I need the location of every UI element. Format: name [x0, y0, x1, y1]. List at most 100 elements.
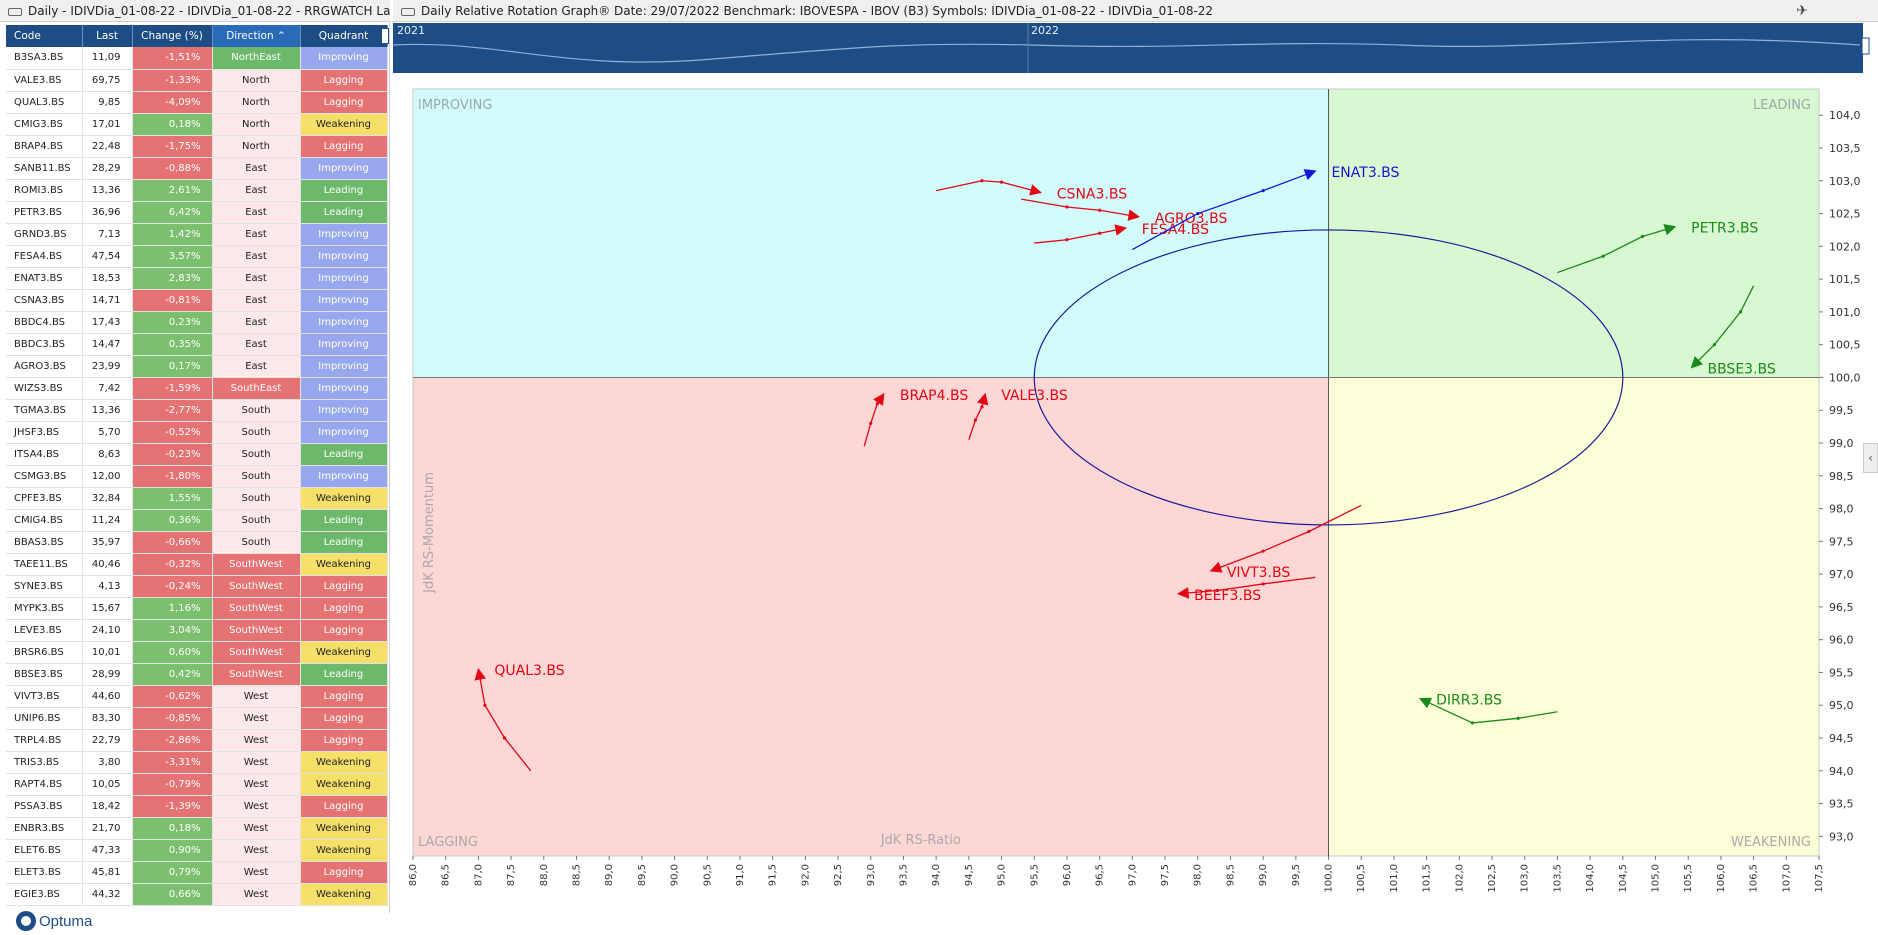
side-panel-toggle[interactable]: ‹	[1863, 443, 1878, 473]
pin-icon[interactable]: ✈	[1796, 3, 1808, 19]
y-tick-label: 102,0	[1829, 240, 1861, 253]
table-row[interactable]: BBDC4.BS 17,43 0,23% East Improving	[6, 311, 388, 334]
tail-point	[1601, 254, 1605, 258]
tail-qual3-bs[interactable]	[474, 668, 532, 772]
cell-direction: East	[212, 223, 301, 246]
table-row[interactable]: VIVT3.BS 44,60 -0,62% West Lagging	[6, 685, 388, 708]
table-row[interactable]: CMIG3.BS 17,01 0,18% North Weakening	[6, 113, 388, 136]
cell-direction: East	[212, 267, 301, 290]
tail-vivt3-bs[interactable]	[1209, 504, 1362, 573]
table-row[interactable]: QUAL3.BS 9,85 -4,09% North Lagging	[6, 91, 388, 114]
tail-point	[1215, 588, 1219, 593]
column-chooser-button[interactable]	[381, 28, 389, 44]
table-row[interactable]: TRIS3.BS 3,80 -3,31% West Weakening	[6, 751, 388, 774]
table-row[interactable]: ELET3.BS 45,81 0,79% West Lagging	[6, 861, 388, 884]
table-row[interactable]: FESA4.BS 47,54 3,57% East Improving	[6, 245, 388, 268]
cell-last: 10,05	[82, 773, 133, 796]
table-row[interactable]: CPFE3.BS 32,84 1,55% South Weakening	[6, 487, 388, 510]
table-row[interactable]: TRPL4.BS 22,79 -2,86% West Lagging	[6, 729, 388, 752]
tail-label[interactable]: BRAP4.BS	[900, 388, 969, 404]
cell-direction: West	[212, 707, 301, 730]
table-row[interactable]: CSNA3.BS 14,71 -0,81% East Improving	[6, 289, 388, 312]
tail-vale3-bs[interactable]	[968, 392, 989, 440]
tail-point	[1098, 231, 1102, 235]
tail-agro3-bs[interactable]	[1021, 198, 1141, 221]
tail-dirr3-bs[interactable]	[1419, 697, 1558, 724]
table-row[interactable]: ELET6.BS 47,33 0,90% West Weakening	[6, 839, 388, 862]
table-row[interactable]: ITSA4.BS 8,63 -0,23% South Leading	[6, 443, 388, 466]
table-row[interactable]: UNIP6.BS 83,30 -0,85% West Lagging	[6, 707, 388, 730]
cell-code: BRAP4.BS	[6, 135, 83, 158]
column-header-direction[interactable]: Direction ⌃	[212, 25, 301, 47]
tail-label[interactable]: ENAT3.BS	[1331, 165, 1399, 181]
cell-quadrant: Weakening	[300, 553, 388, 576]
tail-label[interactable]: FESA4.BS	[1142, 222, 1209, 238]
tail-label[interactable]: AGRO3.BS	[1155, 211, 1228, 227]
table-row[interactable]: VALE3.BS 69,75 -1,33% North Lagging	[6, 69, 388, 92]
tail-fesa4-bs[interactable]	[1034, 224, 1127, 244]
table-row[interactable]: ENBR3.BS 21,70 0,18% West Weakening	[6, 817, 388, 840]
table-row[interactable]: SYNE3.BS 4,13 -0,24% SouthWest Lagging	[6, 575, 388, 598]
tail-label[interactable]: VALE3.BS	[1001, 388, 1068, 404]
table-row[interactable]: TAEE11.BS 40,46 -0,32% SouthWest Weakening	[6, 553, 388, 576]
tail-csna3-bs[interactable]	[936, 180, 1042, 196]
table-row[interactable]: CSMG3.BS 12,00 -1,80% South Improving	[6, 465, 388, 488]
table-row[interactable]: EGIE3.BS 44,32 0,66% West Weakening	[6, 883, 388, 906]
table-row[interactable]: RAPT4.BS 10,05 -0,79% West Weakening	[6, 773, 388, 796]
y-tick-label: 93,0	[1829, 830, 1854, 843]
tail-label[interactable]: PETR3.BS	[1691, 221, 1758, 237]
x-tick-label: 107,0	[1781, 864, 1792, 893]
column-header-quadrant[interactable]: Quadrant	[300, 25, 388, 47]
timeline-navigator[interactable]: 2021 2022	[392, 23, 1870, 73]
tail-label[interactable]: BEEF3.BS	[1194, 588, 1261, 604]
table-row[interactable]: CMIG4.BS 11,24 0,36% South Leading	[6, 509, 388, 532]
table-row[interactable]: LEVE3.BS 24,10 3,04% SouthWest Lagging	[6, 619, 388, 642]
table-row[interactable]: BBSE3.BS 28,99 0,42% SouthWest Leading	[6, 663, 388, 686]
tail-label[interactable]: DIRR3.BS	[1436, 693, 1502, 709]
table-row[interactable]: GRND3.BS 7,13 1,42% East Improving	[6, 223, 388, 246]
table-row[interactable]: WIZS3.BS 7,42 -1,59% SouthEast Improving	[6, 377, 388, 400]
tail-point	[1738, 310, 1743, 314]
column-header-code[interactable]: Code	[6, 25, 83, 47]
cell-code: BBSE3.BS	[6, 663, 83, 686]
cell-quadrant: Improving	[300, 355, 388, 378]
cell-code: CSMG3.BS	[6, 465, 83, 488]
table-row[interactable]: ENAT3.BS 18,53 2,83% East Improving	[6, 267, 388, 290]
panel-splitter[interactable]	[389, 22, 390, 913]
table-row[interactable]: JHSF3.BS 5,70 -0,52% South Improving	[6, 421, 388, 444]
table-row[interactable]: AGRO3.BS 23,99 0,17% East Improving	[6, 355, 388, 378]
tail-point	[483, 703, 487, 707]
cell-quadrant: Weakening	[300, 751, 388, 774]
tail-label[interactable]: QUAL3.BS	[494, 663, 564, 679]
cell-last: 10,01	[82, 641, 133, 664]
table-row[interactable]: PETR3.BS 36,96 6,42% East Leading	[6, 201, 388, 224]
table-row[interactable]: BBDC3.BS 14,47 0,35% East Improving	[6, 333, 388, 356]
tail-enat3-bs[interactable]	[1132, 169, 1317, 251]
table-row[interactable]: SANB11.BS 28,29 -0,88% East Improving	[6, 157, 388, 180]
tail-point	[1261, 189, 1265, 193]
tail-label[interactable]: CSNA3.BS	[1057, 187, 1127, 203]
table-row[interactable]: MYPK3.BS 15,67 1,16% SouthWest Lagging	[6, 597, 388, 620]
tail-bbse3-bs[interactable]	[1690, 285, 1755, 369]
tail-beef3-bs[interactable]	[1176, 576, 1316, 599]
table-row[interactable]: ROMI3.BS 13,36 2,61% East Leading	[6, 179, 388, 202]
tail-brap4-bs[interactable]	[863, 392, 885, 447]
cell-quadrant: Lagging	[300, 619, 388, 642]
tail-petr3-bs[interactable]	[1557, 224, 1677, 274]
cell-change: -0,66%	[132, 531, 213, 554]
cell-quadrant: Lagging	[300, 707, 388, 730]
cell-code: BBAS3.BS	[6, 531, 83, 554]
cell-code: FESA4.BS	[6, 245, 83, 268]
tail-label[interactable]: VIVT3.BS	[1227, 565, 1291, 581]
tail-label[interactable]: BBSE3.BS	[1707, 362, 1775, 378]
column-header-change[interactable]: Change (%)	[132, 25, 213, 47]
cell-direction: East	[212, 179, 301, 202]
cell-direction: East	[212, 289, 301, 312]
table-row[interactable]: BBAS3.BS 35,97 -0,66% South Leading	[6, 531, 388, 554]
table-row[interactable]: BRSR6.BS 10,01 0,60% SouthWest Weakening	[6, 641, 388, 664]
table-row[interactable]: B3SA3.BS 11,09 -1,51% NorthEast Improving	[6, 47, 388, 70]
table-row[interactable]: PSSA3.BS 18,42 -1,39% West Lagging	[6, 795, 388, 818]
column-header-last[interactable]: Last	[82, 25, 133, 47]
table-row[interactable]: TGMA3.BS 13,36 -2,77% South Improving	[6, 399, 388, 422]
table-row[interactable]: BRAP4.BS 22,48 -1,75% North Lagging	[6, 135, 388, 158]
